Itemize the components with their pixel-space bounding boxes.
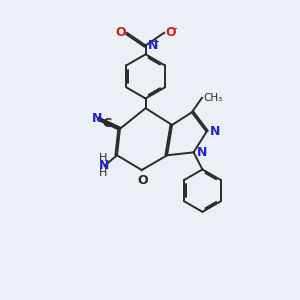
Text: N: N: [99, 159, 109, 172]
Text: C: C: [103, 117, 112, 130]
Text: N: N: [148, 39, 158, 52]
Text: N: N: [92, 112, 103, 125]
Text: CH₃: CH₃: [203, 92, 222, 103]
Text: N: N: [197, 146, 208, 159]
Text: −: −: [169, 24, 178, 34]
Text: +: +: [151, 37, 159, 47]
Text: H: H: [99, 168, 107, 178]
Text: H: H: [99, 153, 107, 164]
Text: N: N: [210, 125, 220, 138]
Text: O: O: [116, 26, 126, 39]
Text: O: O: [165, 26, 176, 39]
Text: O: O: [137, 174, 148, 187]
